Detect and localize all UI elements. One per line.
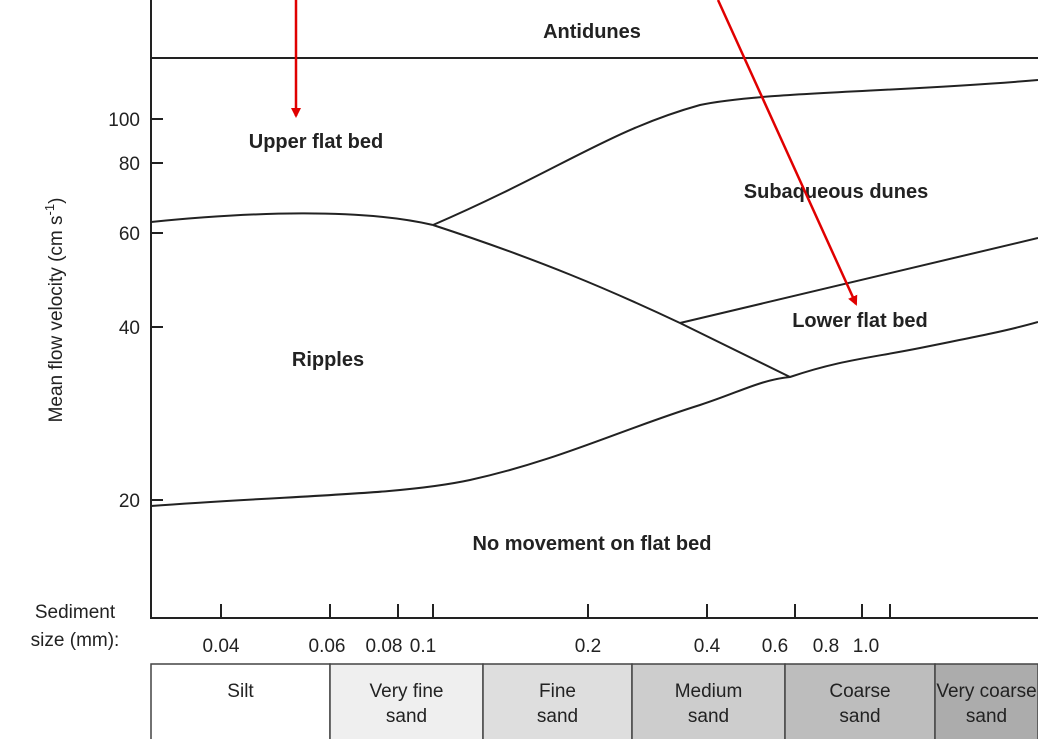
y-tick-label: 100 [108, 110, 140, 131]
x-tick-label: 0.6 [762, 636, 788, 657]
region-label: Lower flat bed [792, 310, 928, 332]
grain-label: Very coarse [936, 681, 1036, 702]
x-tick-label: 0.04 [203, 636, 240, 657]
y-axis-label-end: ) [46, 198, 67, 204]
x-tick-label: 1.0 [853, 636, 879, 657]
region-label: Upper flat bed [249, 131, 383, 153]
y-axis-label-main: Mean flow velocity (cm s [46, 215, 67, 422]
region-label: Subaqueous dunes [744, 181, 928, 203]
y-axis-label: Mean flow velocity (cm s-1) [42, 198, 67, 423]
grain-cell [631, 663, 786, 739]
x-tick-label: 0.2 [575, 636, 601, 657]
annotation-arrows [291, 0, 858, 306]
grain-label: sand [966, 706, 1007, 727]
boundaries [150, 79, 1038, 507]
grain-label: Silt [227, 681, 254, 702]
grain-label: sand [386, 706, 427, 727]
grain-label: Fine [539, 681, 576, 702]
x-tick-label: 0.08 [366, 636, 403, 657]
x-tick-label: 0.1 [410, 636, 436, 657]
y-tick-label: 40 [119, 318, 140, 339]
y-tick-label: 60 [119, 224, 140, 245]
grain-label: sand [688, 706, 729, 727]
y-tick-label: 20 [119, 491, 140, 512]
grain-label: Coarse [829, 681, 890, 702]
grain-label: sand [839, 706, 880, 727]
grain-label: Medium [675, 681, 743, 702]
grain-cell [934, 663, 1038, 739]
region-label: Antidunes [543, 21, 641, 43]
x-tick-label: 0.8 [813, 636, 839, 657]
x-axis-label: size (mm): [31, 630, 120, 651]
x-tick-label: 0.06 [309, 636, 346, 657]
region-label: No movement on flat bed [473, 533, 712, 555]
region-label: Ripples [292, 349, 364, 371]
x-tick-label: 0.4 [694, 636, 721, 657]
grain-label: Very fine [370, 681, 444, 702]
y-tick-label: 80 [119, 154, 140, 175]
grain-table: Silt Very fine sand Fine sand Medium sand Coars… [150, 663, 1038, 739]
x-axis-label: Sediment [35, 602, 116, 623]
grain-label: sand [537, 706, 578, 727]
y-axis-label-sup: -1 [42, 204, 57, 216]
